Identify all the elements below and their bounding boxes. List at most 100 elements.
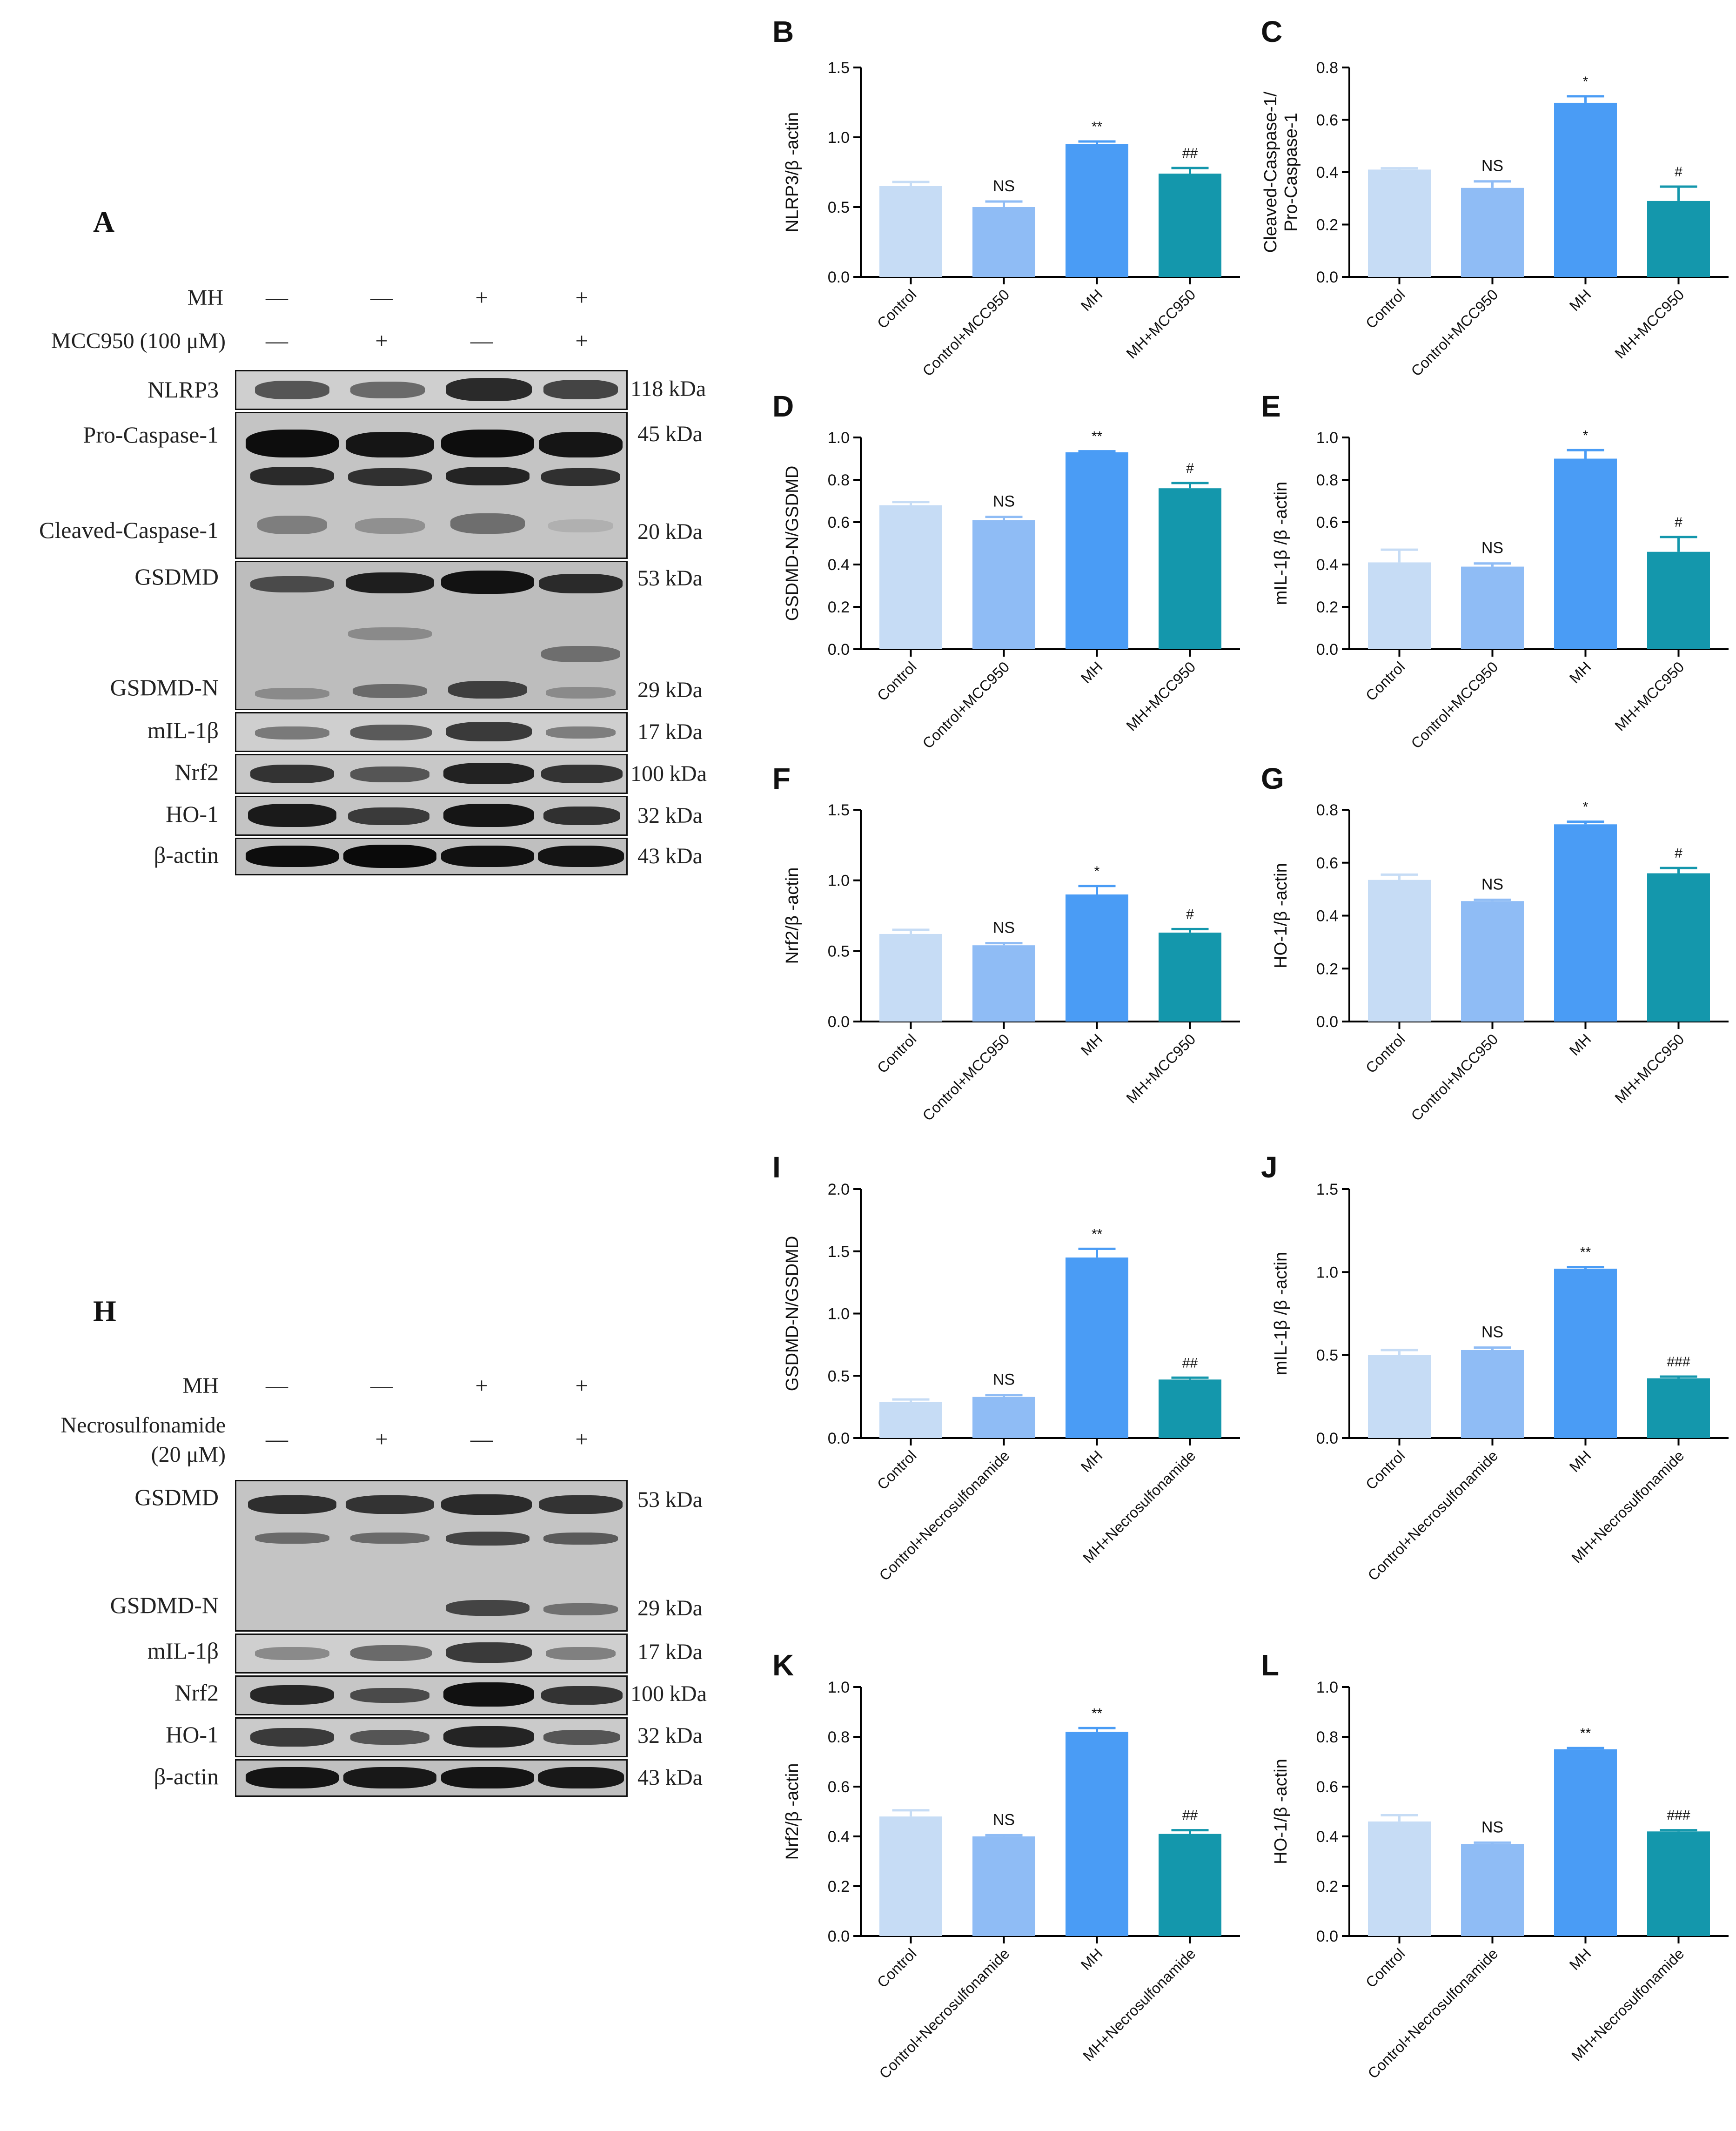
kda-label: 53 kDa <box>637 566 703 591</box>
significance-label: NS <box>993 919 1015 937</box>
y-tick-label: 0.6 <box>1316 854 1338 872</box>
y-tick-label: 0.2 <box>1316 216 1338 234</box>
significance-label: NS <box>1481 1818 1503 1836</box>
condition-sign: — <box>370 285 393 310</box>
significance-label: ** <box>1580 1726 1591 1741</box>
significance-label: NS <box>1481 875 1503 893</box>
significance-label: ** <box>1092 1226 1103 1242</box>
chart-i: I0.00.51.01.52.0GSDMD-N/GSDMDControlNSCo… <box>772 1150 1240 1584</box>
x-tick-label: Control <box>1362 1447 1408 1492</box>
y-tick-label: 0.8 <box>828 1728 850 1746</box>
blot-label: Pro-Caspase-1 <box>83 422 219 448</box>
chart-e: E 0.0 0.2 0.4 0.6 0.8 1.0 mIL-1β /β -actin Contr… <box>1261 390 1729 752</box>
blot-label: mIL-1β <box>147 717 219 743</box>
kda-label: 17 kDa <box>637 719 703 744</box>
panel-letter: C <box>1261 15 1282 48</box>
y-tick-label: 1.5 <box>828 59 850 77</box>
x-tick-label: Control <box>874 1030 919 1076</box>
y-tick-label: 0.4 <box>1316 164 1338 182</box>
y-tick-label: 0.0 <box>828 1928 850 1945</box>
condition-sign: + <box>575 329 588 353</box>
bar <box>1554 1749 1617 1936</box>
y-axis-label: mIL-1β /β -actin <box>1271 1252 1291 1375</box>
panel-letter: J <box>1261 1150 1278 1184</box>
western-blot-a: MH MCC950 (100 μM) — — + + — + — + <box>0 0 791 931</box>
y-axis-label: Cleaved-Caspase-1/ <box>1261 91 1280 253</box>
kda-label: 43 kDa <box>637 844 703 868</box>
y-tick-label: 2.0 <box>828 1181 850 1198</box>
chart-l: L 0.0 0.2 0.4 0.6 0.8 1.0 HO-1/β -actin Control N… <box>1261 1648 1729 2082</box>
y-tick-label: 0.8 <box>828 471 850 489</box>
y-tick-label: 0.0 <box>1316 1430 1338 1447</box>
x-tick-label: MH+MCC950 <box>1611 1030 1687 1106</box>
x-tick-label: MH <box>1078 1030 1106 1059</box>
x-tick-label: MH+MCC950 <box>1123 1030 1199 1106</box>
bar <box>1461 1844 1524 1936</box>
condition-sign: — <box>266 285 288 310</box>
significance-label: ## <box>1182 1355 1198 1371</box>
blot-mil-1b-h <box>235 1634 628 1674</box>
significance-label: NS <box>1481 157 1503 175</box>
bar <box>1554 102 1617 277</box>
bar <box>1066 1257 1128 1438</box>
significance-label: ** <box>1092 429 1103 444</box>
condition-sign: + <box>475 285 488 310</box>
blot-label: Nrf2 <box>174 759 219 785</box>
panel-letter: L <box>1261 1648 1279 1682</box>
y-tick-label: 1.5 <box>828 1243 850 1261</box>
western-blot-h: MH Necrosulfonamide (20 μM) — — + + — + … <box>0 0 791 1862</box>
y-tick-label: 0.5 <box>1316 1347 1338 1365</box>
y-tick-label: 0.4 <box>1316 556 1338 574</box>
blot-label: Nrf2 <box>174 1680 219 1706</box>
y-tick-label: 1.0 <box>828 429 850 447</box>
x-tick-label: Control+MCC950 <box>919 658 1013 752</box>
bar <box>972 945 1035 1022</box>
chart-c: C 0.0 0.2 0.4 0.6 0.8 Cleaved-Caspase-1/Pro-Ca… <box>1261 15 1729 379</box>
bar <box>972 1836 1035 1936</box>
bar <box>879 186 942 277</box>
y-tick-label: 0.2 <box>1316 598 1338 616</box>
blot-label: mIL-1β <box>147 1638 219 1664</box>
chart-g: G 0.0 0.2 0.4 0.6 0.8 HO-1/β -actin Control NS Co… <box>1261 762 1729 1124</box>
kda-label: 32 kDa <box>637 1723 703 1748</box>
x-tick-label: Control <box>1362 1945 1408 1990</box>
significance-label: NS <box>993 493 1015 511</box>
x-tick-label: MH <box>1566 1447 1595 1475</box>
bar <box>1368 1355 1431 1438</box>
y-tick-label: 1.5 <box>1316 1181 1338 1198</box>
condition-sign: — <box>470 329 493 353</box>
kda-label: 29 kDa <box>637 678 703 702</box>
kda-label: 45 kDa <box>637 422 703 446</box>
x-tick-label: MH+MCC950 <box>1123 286 1199 362</box>
condition-label: MCC950 (100 μM) <box>51 329 226 353</box>
condition-sign: — <box>266 1373 288 1398</box>
y-tick-label: 1.0 <box>828 872 850 890</box>
kda-label: 17 kDa <box>637 1640 703 1664</box>
x-tick-label: MH <box>1566 1945 1595 1973</box>
blot-label: β-actin <box>154 842 219 868</box>
blot-nrf2 <box>235 754 628 794</box>
bar <box>1554 824 1617 1022</box>
significance-label: ### <box>1667 1354 1690 1370</box>
chart-b: B 0.0 0.5 1.0 1.5 NLRP3/β -actin Control NS Cont… <box>772 15 1240 379</box>
kda-label: 32 kDa <box>637 803 703 828</box>
y-tick-label: 1.0 <box>828 1305 850 1323</box>
x-tick-label: Control+MCC950 <box>1408 286 1501 379</box>
panel-letter: B <box>772 15 794 48</box>
blot-label: GSDMD-N <box>110 1592 219 1618</box>
significance-label: # <box>1675 515 1682 530</box>
bar <box>1066 144 1128 277</box>
x-tick-label: Control+MCC950 <box>1408 1030 1501 1124</box>
y-tick-label: 0.0 <box>1316 269 1338 286</box>
condition-sign: + <box>375 1427 388 1452</box>
bar <box>1647 1378 1710 1438</box>
y-tick-label: 0.0 <box>1316 1928 1338 1945</box>
significance-label: NS <box>993 177 1015 195</box>
y-tick-label: 0.6 <box>1316 112 1338 129</box>
y-axis-label: NLRP3/β -actin <box>783 112 802 232</box>
blot-label: HO-1 <box>166 801 219 827</box>
significance-label: * <box>1583 800 1589 815</box>
x-tick-label: Control+MCC950 <box>1408 658 1501 752</box>
